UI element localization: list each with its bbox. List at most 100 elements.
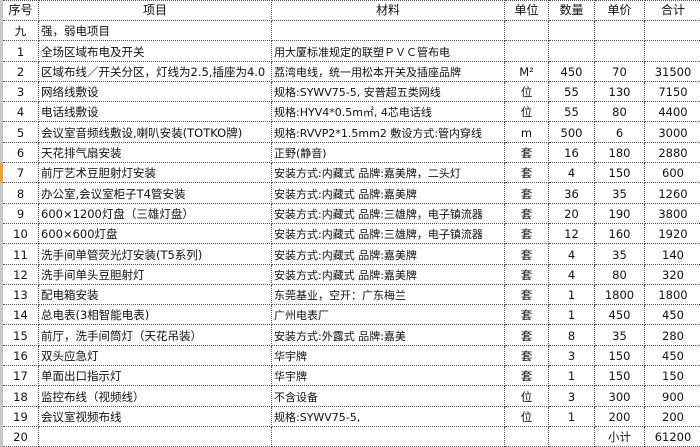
cell-total[interactable]: 4400 <box>644 101 700 123</box>
cell-qty[interactable]: 3 <box>548 385 595 407</box>
cell-item[interactable]: 区域布线／开关分区，灯线为2.5,插座为4.0 <box>38 60 272 82</box>
cell-seq[interactable]: 16 <box>0 344 39 367</box>
cell-material[interactable]: 安装方式:外露式 品牌:嘉美 <box>271 324 505 346</box>
cell-price[interactable]: 150 <box>594 365 645 387</box>
cell-item[interactable]: 电话线敷设 <box>38 101 272 123</box>
cell-seq[interactable]: 11 <box>0 243 39 265</box>
cell-qty[interactable]: 55 <box>548 101 595 123</box>
header-total[interactable]: 合计 <box>644 0 700 21</box>
header-item[interactable]: 项目 <box>38 0 272 21</box>
cell-price[interactable]: 160 <box>594 222 645 245</box>
cell[interactable] <box>504 19 549 42</box>
cell-unit[interactable]: m <box>504 121 549 143</box>
cell-qty[interactable]: 55 <box>548 80 595 103</box>
cell-item[interactable]: 监控布线（视频线） <box>38 385 272 407</box>
cell-seq[interactable]: 19 <box>0 405 39 427</box>
cell-material[interactable]: 华宇牌 <box>271 365 505 387</box>
header-material[interactable]: 材料 <box>271 0 505 21</box>
cell-item[interactable]: 双头应急灯 <box>38 344 272 367</box>
cell-unit[interactable]: 套 <box>504 222 549 245</box>
cell-total[interactable]: 450 <box>644 304 700 326</box>
cell-material[interactable]: 规格:RVVP2*1.5mm2 敷设方式:管内穿线 <box>271 121 505 143</box>
cell-material[interactable]: 规格:SYWV75-5, <box>271 405 505 427</box>
cell-seq[interactable]: 14 <box>0 304 39 326</box>
cell-seq[interactable]: 8 <box>0 182 39 204</box>
cell-seq[interactable]: 20 <box>0 425 39 447</box>
cell-price[interactable]: 190 <box>594 202 645 224</box>
cell-total[interactable]: 450 <box>644 344 700 367</box>
cell-material[interactable]: 广州电表厂 <box>271 304 505 326</box>
cell-material[interactable]: 安装方式:内藏式 品牌:嘉美牌 <box>271 263 505 285</box>
cell-price[interactable]: 180 <box>594 141 645 164</box>
cell-unit[interactable]: 套 <box>504 283 549 306</box>
header-price[interactable]: 单价 <box>594 0 645 21</box>
cell-total[interactable]: 7150 <box>644 80 700 103</box>
cell-price[interactable]: 130 <box>594 80 645 103</box>
cell-total[interactable]: 320 <box>644 263 700 285</box>
cell-qty[interactable]: 1 <box>548 365 595 387</box>
cell[interactable] <box>644 19 700 42</box>
cell-material[interactable]: 安装方式:内藏式 品牌:嘉美牌 <box>271 182 505 204</box>
cell-qty[interactable]: 1 <box>548 405 595 427</box>
cell-qty[interactable]: 4 <box>548 243 595 265</box>
cell-qty[interactable]: 16 <box>548 141 595 164</box>
cell-qty[interactable]: 8 <box>548 324 595 346</box>
cell-total[interactable]: 2880 <box>644 141 700 164</box>
cell-material[interactable]: 用大厦标准规定的联塑ＰＶＣ管布电 <box>271 40 505 62</box>
cell-price[interactable]: 小计 <box>594 425 645 447</box>
cell-item[interactable]: 600×1200灯盘（三雄灯盘） <box>38 202 272 224</box>
cell-item[interactable]: 配电箱安装 <box>38 283 272 306</box>
cell-price[interactable]: 80 <box>594 263 645 285</box>
cell-unit[interactable]: 套 <box>504 202 549 224</box>
cell-material[interactable]: 不含设备 <box>271 385 505 407</box>
cell-unit[interactable]: 套 <box>504 365 549 387</box>
cell-item[interactable]: 天花排气扇安装 <box>38 141 272 164</box>
cell-seq[interactable]: 5 <box>0 121 39 143</box>
cell-total[interactable]: 31500 <box>644 60 700 82</box>
cell[interactable] <box>271 19 505 42</box>
cell-price[interactable] <box>594 40 645 62</box>
section-title[interactable]: 强，弱电项目 <box>38 19 272 42</box>
cell-unit[interactable]: 套 <box>504 182 549 204</box>
header-unit[interactable]: 单位 <box>504 0 549 21</box>
cell-seq[interactable]: 13 <box>0 283 39 306</box>
cell-unit[interactable]: 位 <box>504 405 549 427</box>
cell-price[interactable]: 70 <box>594 60 645 82</box>
cell-total[interactable]: 600 <box>644 162 700 184</box>
cell-total[interactable]: 140 <box>644 243 700 265</box>
cell-total[interactable]: 3800 <box>644 202 700 224</box>
cell-seq[interactable]: 2 <box>0 60 39 82</box>
cell-item[interactable]: 总电表(3相智能电表) <box>38 304 272 326</box>
cell-item[interactable]: 600×600灯盘 <box>38 222 272 245</box>
cell-qty[interactable] <box>548 425 595 447</box>
cell-unit[interactable]: 套 <box>504 263 549 285</box>
cell-material[interactable]: 规格:SYWV75-5, 安普超五类网线 <box>271 80 505 103</box>
cell-material[interactable]: 安装方式:内藏式 品牌:嘉美牌 <box>271 243 505 265</box>
cell-price[interactable]: 35 <box>594 243 645 265</box>
cell-price[interactable]: 35 <box>594 324 645 346</box>
cell-qty[interactable]: 450 <box>548 60 595 82</box>
cell-unit[interactable]: 套 <box>504 324 549 346</box>
cell-item[interactable]: 会议室音频线敷设,喇叭安装(TOTKO牌) <box>38 121 272 143</box>
cell-item[interactable] <box>38 425 272 447</box>
header-seq[interactable]: 序号 <box>0 0 39 21</box>
cell-qty[interactable]: 12 <box>548 222 595 245</box>
cell-total[interactable] <box>644 40 700 62</box>
cell-price[interactable]: 1800 <box>594 283 645 306</box>
cell-unit[interactable]: 套 <box>504 141 549 164</box>
cell-seq[interactable]: 6 <box>0 141 39 164</box>
cell-qty[interactable]: 36 <box>548 182 595 204</box>
cell-qty[interactable]: 500 <box>548 121 595 143</box>
cell-price[interactable]: 200 <box>594 405 645 427</box>
cell-unit[interactable]: M² <box>504 60 549 82</box>
cell-material[interactable]: 荔湾电线，统一用松本开关及插座品牌 <box>271 60 505 82</box>
cell-seq[interactable]: 4 <box>0 101 39 123</box>
cell-qty[interactable]: 1 <box>548 304 595 326</box>
cell-price[interactable]: 450 <box>594 304 645 326</box>
cell-qty[interactable]: 4 <box>548 263 595 285</box>
cell-qty[interactable]: 3 <box>548 344 595 367</box>
cell-material[interactable]: 安装方式:内藏式 品牌:三雄牌，电子镇流器 <box>271 222 505 245</box>
header-qty[interactable]: 数量 <box>548 0 595 21</box>
cell-seq[interactable]: 10 <box>0 222 39 245</box>
cell-price[interactable]: 35 <box>594 182 645 204</box>
